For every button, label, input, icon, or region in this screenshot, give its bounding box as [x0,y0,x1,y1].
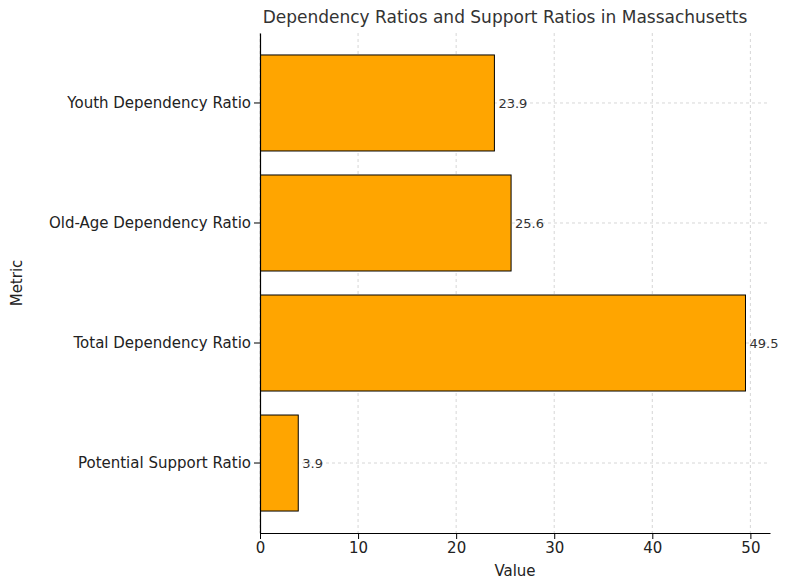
x-tick-label: 10 [349,539,368,557]
x-tick: 0 [256,533,266,557]
data-label: 23.9 [498,96,527,111]
data-label: 3.9 [302,456,323,471]
y-tick: Old-Age Dependency Ratio [49,214,260,232]
grid-line [260,33,261,533]
bar [260,55,494,151]
y-tick-mark [254,222,260,223]
x-axis-title: Value [494,562,535,580]
x-tick: 50 [741,533,760,557]
y-axis-line [260,34,261,534]
data-label: 49.5 [749,336,778,351]
title: Dependency Ratios and Support Ratios in … [263,7,748,27]
y-tick-label: Youth Dependency Ratio [66,94,251,112]
x-axis: 0 10 20 30 40 50 [256,533,771,557]
x-tick-label: 20 [447,539,466,557]
bar [260,295,745,391]
x-tick-label: 50 [741,539,760,557]
x-tick-label: 30 [545,539,564,557]
grid [260,33,770,533]
data-labels: 23.9 25.6 49.5 3.9 [302,96,778,471]
y-tick-mark [254,102,260,103]
y-tick-mark [254,343,260,344]
data-label: 25.6 [515,216,544,231]
y-axis: Youth Dependency Ratio Old-Age Dependency… [49,34,261,534]
x-tick: 30 [545,533,564,557]
bar [260,175,511,271]
plot-area: 23.9 25.6 49.5 3.9 0 10 20 30 40 50 Youth Dependen… [49,33,778,557]
grid-line [554,33,555,533]
x-tick: 40 [643,533,662,557]
y-axis-title: Metric [8,260,26,307]
x-tick-label: 0 [256,539,266,557]
grid-line [652,33,653,533]
chart: 23.9 25.6 49.5 3.9 0 10 20 30 40 50 Youth Dependen… [0,0,800,587]
y-tick-label: Old-Age Dependency Ratio [49,214,251,232]
grid-line [750,33,751,533]
x-tick-label: 40 [643,539,662,557]
y-tick-label: Potential Support Ratio [78,454,251,472]
y-tick: Youth Dependency Ratio [66,94,260,112]
y-tick-label: Total Dependency Ratio [73,334,252,352]
bar [260,415,298,511]
bars [260,55,745,511]
x-axis-line [261,533,771,534]
y-tick: Total Dependency Ratio [73,334,261,352]
y-tick: Potential Support Ratio [78,454,260,472]
x-tick: 10 [349,533,368,557]
y-tick-mark [254,463,260,464]
x-tick: 20 [447,533,466,557]
grid-line [260,463,770,464]
